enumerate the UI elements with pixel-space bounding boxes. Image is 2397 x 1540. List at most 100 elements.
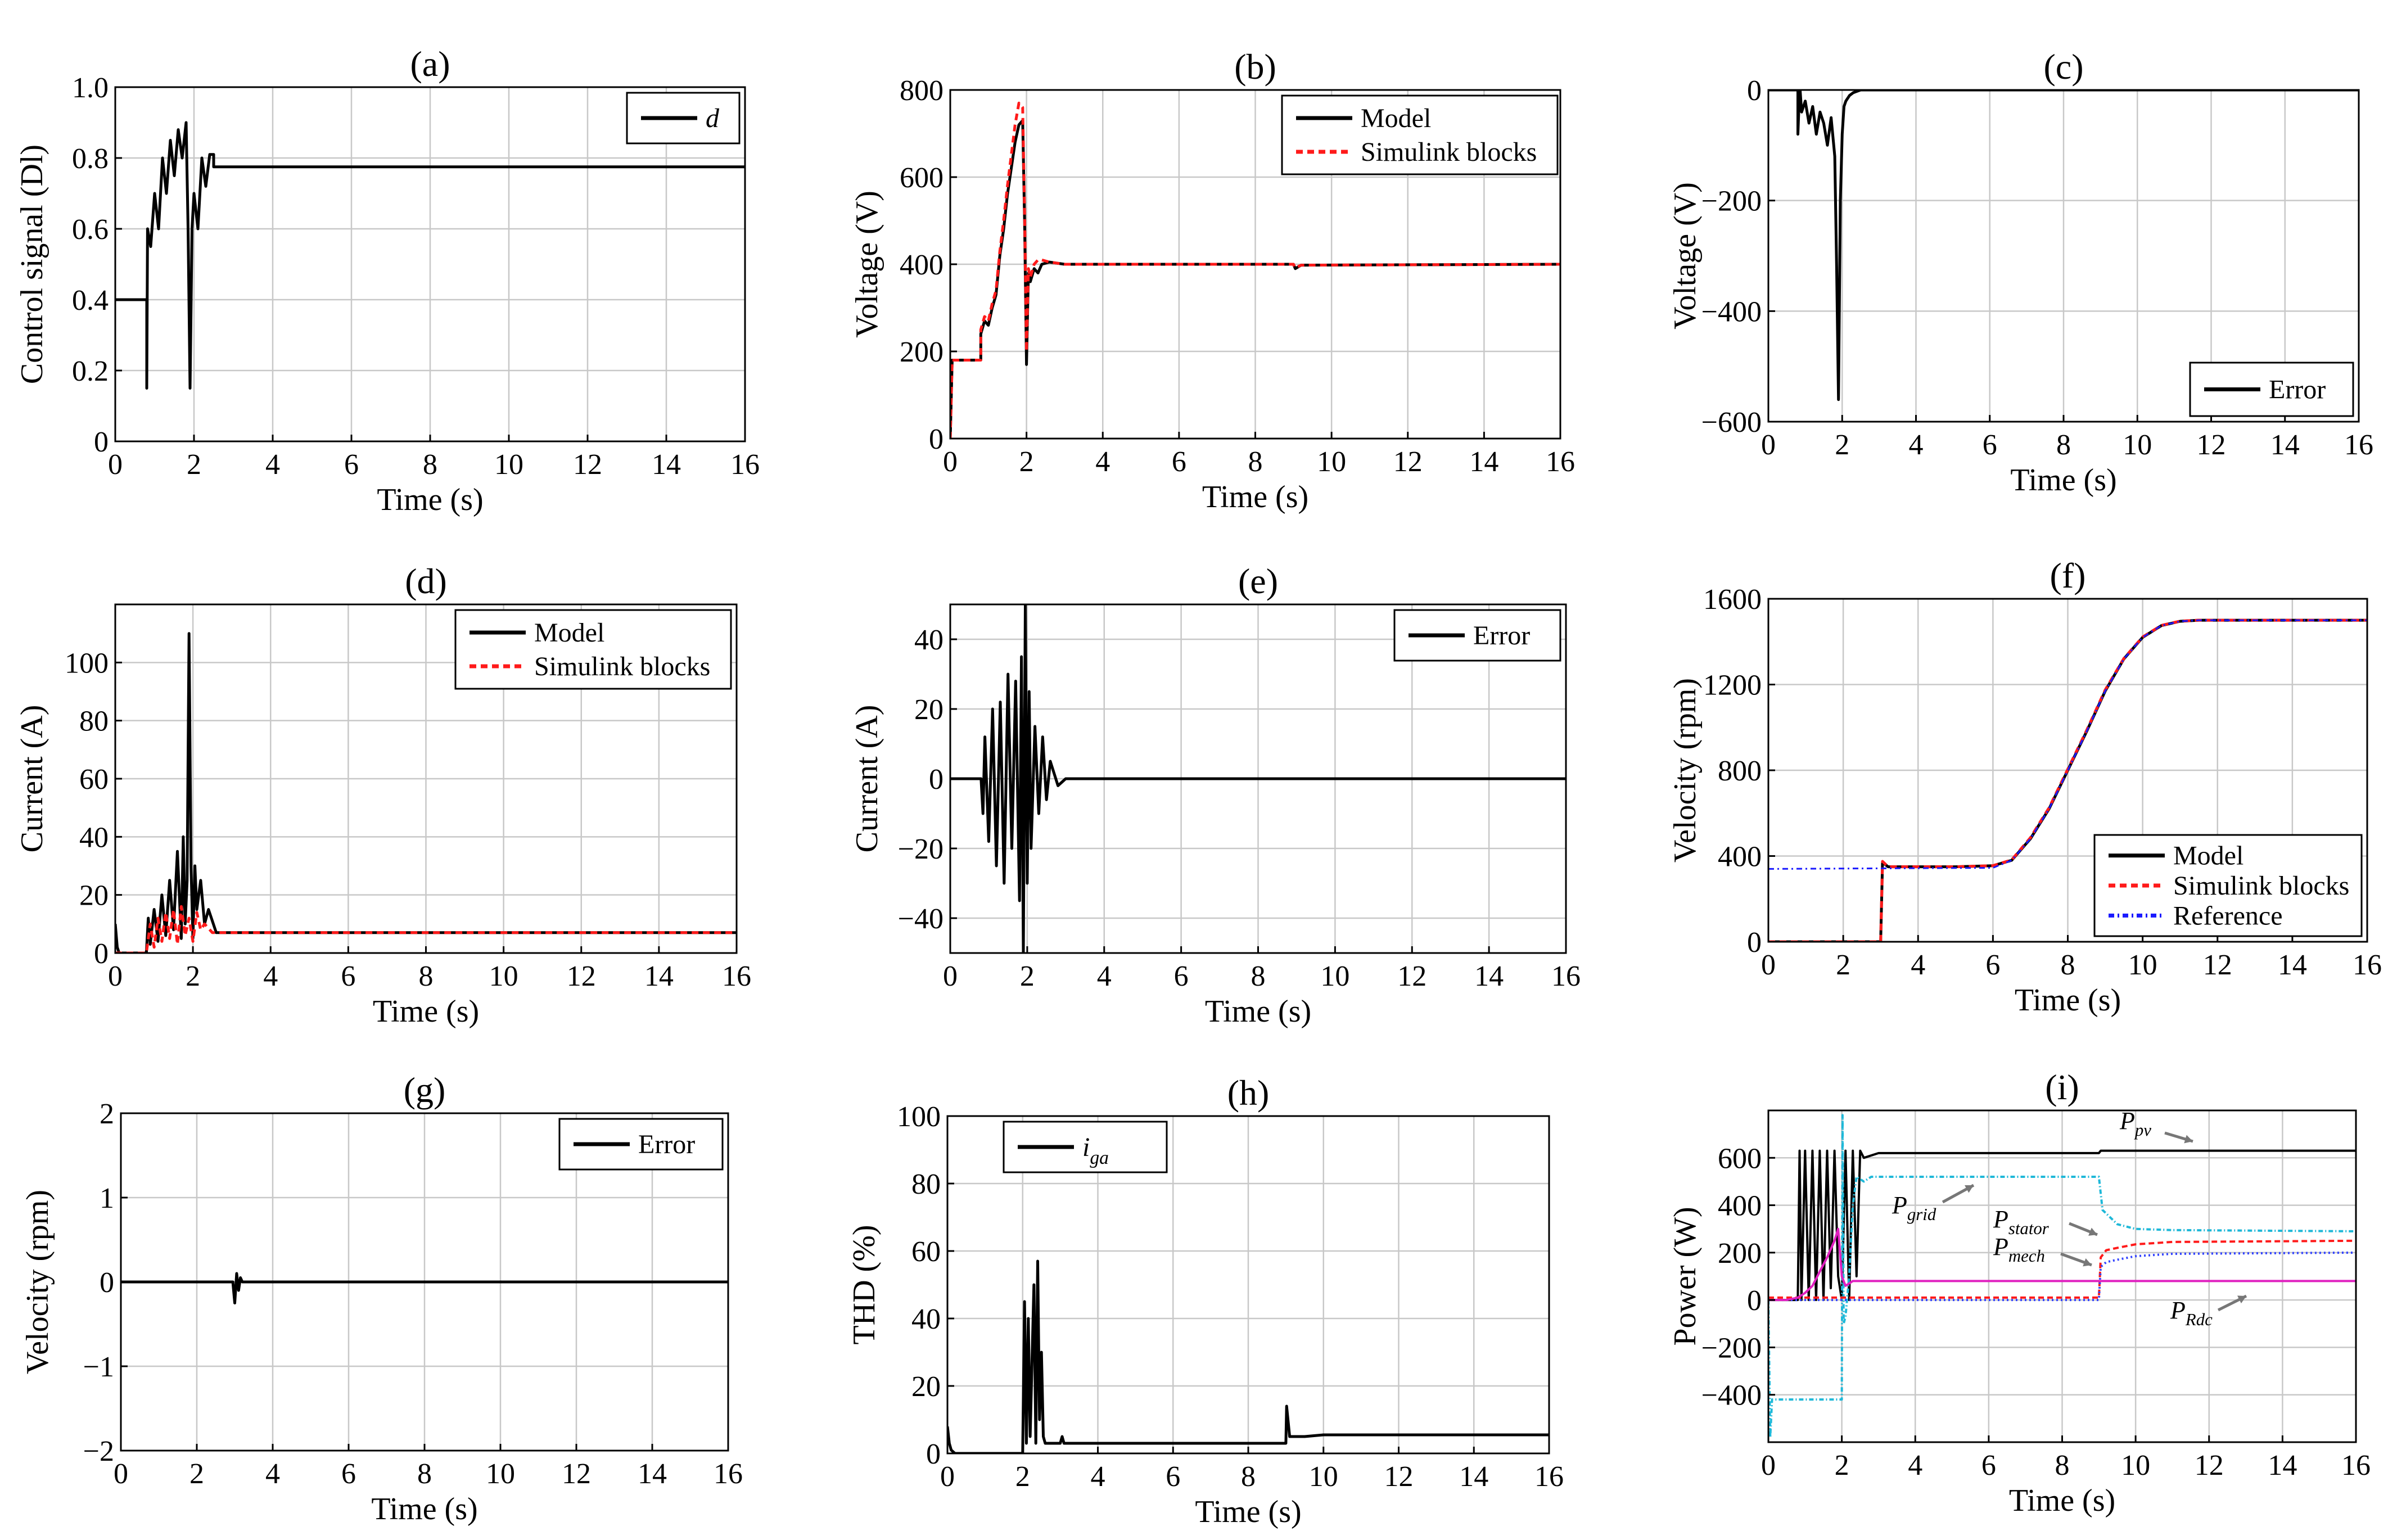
y-tick-label: 0 — [94, 938, 109, 970]
y-axis-label: Current (A) — [15, 705, 49, 853]
x-tick-label: 16 — [2341, 1449, 2371, 1482]
y-tick-label: 100 — [897, 1101, 941, 1133]
y-axis-label: Voltage (V) — [1668, 182, 1703, 329]
annotation-arrowhead — [2184, 1135, 2193, 1144]
series-line-p-rdc — [1768, 1227, 2356, 1302]
x-tick-label: 2 — [1836, 949, 1850, 981]
x-tick-label: 2 — [1015, 1461, 1030, 1493]
legend-label: Reference — [2173, 901, 2283, 931]
y-tick-label: 1.0 — [72, 72, 109, 104]
x-tick-label: 6 — [1166, 1461, 1180, 1493]
x-tick-label: 4 — [1911, 949, 1925, 981]
y-tick-label: −200 — [1701, 1332, 1762, 1364]
annotation-label: Ppv — [2119, 1107, 2151, 1140]
x-axis-label: Time (s) — [373, 994, 479, 1029]
x-tick-label: 16 — [730, 449, 760, 481]
x-tick-label: 16 — [1546, 446, 1575, 478]
x-tick-label: 0 — [108, 449, 123, 481]
y-tick-label: 0 — [929, 423, 944, 455]
x-tick-label: 12 — [2203, 949, 2232, 981]
y-tick-label: −40 — [898, 903, 944, 935]
legend: iga — [1003, 1121, 1168, 1173]
x-tick-label: 8 — [417, 1458, 432, 1490]
x-tick-label: 10 — [1309, 1461, 1338, 1493]
chart-b: 0 2 4 6 8 10 12 14 16 0 200 400 600 800 (b) Time (s) Vol… — [850, 47, 1575, 514]
x-tick-label: 12 — [573, 449, 602, 481]
legend: Model Simulink blocks — [454, 609, 732, 690]
y-axis-label: Current (A) — [850, 705, 884, 853]
x-tick-label: 8 — [419, 960, 434, 992]
x-tick-label: 6 — [1981, 1449, 1996, 1482]
y-tick-label: −1 — [83, 1351, 114, 1383]
annotation-label: Pstator — [1993, 1205, 2050, 1238]
legend-label: d — [706, 103, 720, 133]
y-tick-label: 1200 — [1703, 670, 1762, 702]
legend-label: Model — [2173, 841, 2243, 871]
x-tick-label: 6 — [1983, 429, 1997, 461]
legend: Error — [558, 1118, 724, 1171]
x-tick-label: 14 — [2268, 1449, 2297, 1482]
chart-title: (a) — [410, 44, 450, 84]
x-tick-label: 12 — [1384, 1461, 1414, 1493]
series-line-reference — [1768, 619, 2367, 870]
x-tick-label: 2 — [189, 1458, 204, 1490]
x-tick-label: 10 — [1317, 446, 1346, 478]
y-axis-label: Voltage (V) — [850, 191, 884, 338]
x-tick-label: 14 — [652, 449, 681, 481]
legend-label: Model — [1361, 103, 1431, 133]
x-tick-label: 4 — [1091, 1461, 1105, 1493]
series-line-error — [950, 604, 1566, 953]
y-axis-label: Velocity (rpm) — [20, 1190, 55, 1374]
x-axis-label: Time (s) — [2010, 463, 2116, 498]
x-tick-label: 14 — [638, 1458, 667, 1490]
series-line-d — [115, 121, 745, 390]
y-tick-label: 60 — [911, 1236, 941, 1268]
x-tick-label: 8 — [423, 449, 437, 481]
x-tick-label: 2 — [1020, 960, 1035, 992]
x-tick-label: 12 — [567, 960, 596, 992]
x-tick-label: 6 — [341, 960, 355, 992]
y-tick-label: −400 — [1701, 1380, 1762, 1412]
x-tick-label: 14 — [1474, 960, 1504, 992]
x-tick-label: 8 — [2055, 1449, 2070, 1482]
x-tick-label: 12 — [1397, 960, 1427, 992]
y-tick-label: 20 — [914, 694, 944, 726]
x-tick-label: 16 — [722, 960, 751, 992]
x-axis-label: Time (s) — [377, 482, 483, 517]
x-tick-label: 16 — [1534, 1461, 1564, 1493]
legend-label: Simulink blocks — [2173, 871, 2349, 901]
y-tick-label: 0 — [94, 426, 109, 458]
x-tick-label: 14 — [1469, 446, 1498, 478]
x-axis-label: Time (s) — [1205, 994, 1311, 1029]
y-tick-label: 0 — [100, 1267, 114, 1299]
y-tick-label: 40 — [79, 821, 109, 853]
legend-label: iga — [1082, 1132, 1109, 1168]
series-line-i-ga — [947, 1259, 1549, 1453]
x-tick-label: 8 — [1241, 1461, 1256, 1493]
x-tick-label: 10 — [2123, 429, 2152, 461]
y-tick-label: 40 — [914, 624, 944, 656]
x-tick-label: 6 — [1174, 960, 1189, 992]
x-tick-label: 6 — [344, 449, 359, 481]
series-line-p-grid — [1768, 1114, 2356, 1439]
chart-title: (c) — [2043, 47, 2083, 87]
x-tick-label: 0 — [943, 960, 958, 992]
x-axis-label: Time (s) — [1195, 1494, 1301, 1529]
legend-label: Error — [2269, 375, 2326, 405]
chart-e: 0 2 4 6 8 10 12 14 16 −40 −20 0 20 40 (e) Time (s) Curre… — [850, 561, 1581, 1029]
x-tick-label: 10 — [494, 449, 523, 481]
y-tick-label: 0.6 — [72, 214, 109, 246]
x-tick-label: 4 — [1908, 1449, 1922, 1482]
x-tick-label: 0 — [108, 960, 123, 992]
y-tick-label: 0 — [929, 764, 944, 796]
x-tick-label: 0 — [943, 446, 958, 478]
y-tick-label: 1 — [100, 1182, 114, 1214]
y-tick-label: −200 — [1701, 186, 1762, 218]
x-tick-label: 0 — [1761, 1449, 1776, 1482]
y-tick-label: −600 — [1701, 407, 1762, 439]
legend: Error — [2189, 362, 2354, 417]
y-axis-label: Power (W) — [1668, 1207, 1703, 1345]
